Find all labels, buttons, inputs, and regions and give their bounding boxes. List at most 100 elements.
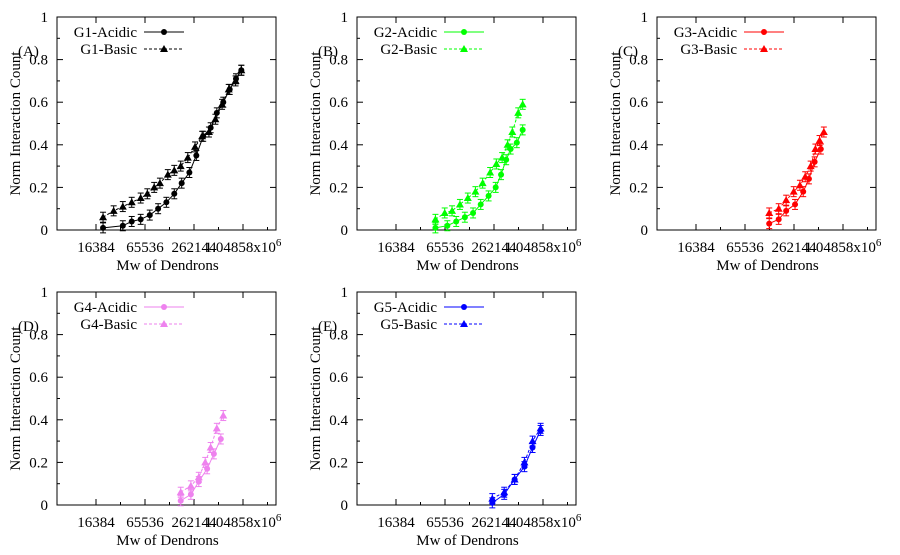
panel-d: 0 0.2 0.4 0.6 0.8 1 16384 65536 2621441.04858x10… — [8, 285, 282, 549]
series-g1-basic — [99, 64, 246, 223]
data-point — [170, 166, 179, 174]
data-point — [448, 206, 457, 214]
legend-marker — [761, 29, 767, 35]
legend-label: G1-Acidic — [74, 25, 138, 41]
x-tick-label: 65536 — [126, 515, 164, 531]
data-point — [212, 424, 221, 432]
legend-label: G5-Basic — [380, 317, 437, 333]
y-tick-label: 0.4 — [29, 413, 48, 429]
y-tick-label: 1 — [641, 10, 649, 26]
y-tick-label: 0.8 — [329, 53, 348, 69]
y-axis-title: Norm Interaction Count — [8, 51, 24, 196]
legend-label: G3-Acidic — [674, 25, 738, 41]
data-point — [136, 194, 145, 202]
y-tick-label: 1 — [41, 10, 49, 26]
data-point — [811, 145, 820, 153]
legend-marker — [760, 45, 768, 52]
data-point — [766, 220, 773, 227]
data-point — [237, 66, 246, 74]
data-point — [800, 188, 807, 195]
data-point — [155, 179, 164, 187]
y-axis-title: Norm Interaction Count — [308, 51, 324, 196]
y-axis-title: Norm Interaction Count — [308, 326, 324, 471]
data-point — [218, 100, 227, 108]
x-tick-label: 1.04858x106 — [505, 512, 582, 531]
data-point — [176, 488, 185, 496]
y-axis-title: Norm Interaction Count — [8, 326, 24, 471]
data-point — [176, 162, 185, 170]
data-point — [444, 222, 451, 229]
y-tick-label: 0.8 — [29, 53, 48, 69]
x-tick-label: 16384 — [77, 240, 115, 256]
data-point — [817, 146, 824, 153]
y-tick-label: 0.2 — [29, 455, 48, 471]
data-point — [519, 126, 526, 133]
data-point — [518, 100, 527, 108]
data-point — [782, 196, 791, 204]
series-g4-basic — [176, 410, 228, 498]
data-point — [775, 216, 782, 223]
data-point — [219, 411, 228, 419]
data-point — [127, 198, 136, 206]
data-point — [471, 187, 480, 195]
data-point — [528, 437, 537, 445]
data-point — [470, 209, 477, 216]
y-tick-label: 1 — [341, 285, 349, 301]
y-tick-label: 0.4 — [29, 138, 48, 154]
data-point — [128, 218, 135, 225]
y-tick-label: 0.6 — [29, 370, 48, 386]
data-point — [492, 159, 501, 167]
data-point — [204, 128, 213, 136]
legend-label: G2-Acidic — [374, 25, 438, 41]
data-point — [811, 158, 818, 165]
data-point — [503, 140, 512, 148]
data-point — [477, 201, 484, 208]
y-tick-label: 0.6 — [29, 95, 48, 111]
y-tick-label: 0.2 — [629, 180, 648, 196]
y-tick-label: 0.2 — [329, 180, 348, 196]
data-point — [520, 458, 529, 466]
data-point — [486, 168, 495, 176]
x-tick-label: 1.04858x106 — [505, 237, 582, 256]
x-axis-title: Mw of Dendrons — [716, 258, 819, 274]
data-point — [186, 481, 195, 489]
data-point — [498, 153, 507, 161]
data-point — [150, 183, 159, 191]
data-point — [815, 136, 824, 144]
panel-label: (A) — [18, 44, 39, 60]
legend-marker — [460, 320, 468, 327]
data-point — [453, 218, 460, 225]
x-axis-title: Mw of Dendrons — [416, 258, 519, 274]
data-point — [440, 208, 449, 216]
data-point — [508, 128, 517, 136]
data-point — [171, 190, 178, 197]
x-tick-label: 262144 — [172, 240, 218, 256]
data-point — [163, 199, 170, 206]
data-point — [463, 194, 472, 202]
data-point — [137, 216, 144, 223]
data-point — [217, 435, 224, 442]
legend-marker — [161, 29, 167, 35]
y-tick-label: 1 — [41, 285, 49, 301]
data-point — [431, 215, 440, 223]
data-point — [478, 179, 487, 187]
panel-b: 0 0.2 0.4 0.6 0.8 1 16384 65536 2621441.04858x10… — [308, 10, 582, 274]
data-point — [492, 184, 499, 191]
legend-label: G5-Acidic — [374, 300, 438, 316]
data-point — [792, 201, 799, 208]
data-point — [183, 153, 192, 161]
legend-label: G4-Acidic — [74, 300, 138, 316]
data-point — [206, 443, 215, 451]
x-axis-title: Mw of Dendrons — [116, 258, 219, 274]
data-point — [536, 424, 545, 432]
data-point — [455, 200, 464, 208]
y-tick-label: 0.6 — [629, 95, 648, 111]
y-tick-label: 0.8 — [629, 53, 648, 69]
data-point — [224, 85, 233, 93]
panel-label: (E) — [318, 319, 337, 335]
data-point — [143, 189, 152, 197]
data-point — [461, 214, 468, 221]
legend-marker — [160, 45, 168, 52]
